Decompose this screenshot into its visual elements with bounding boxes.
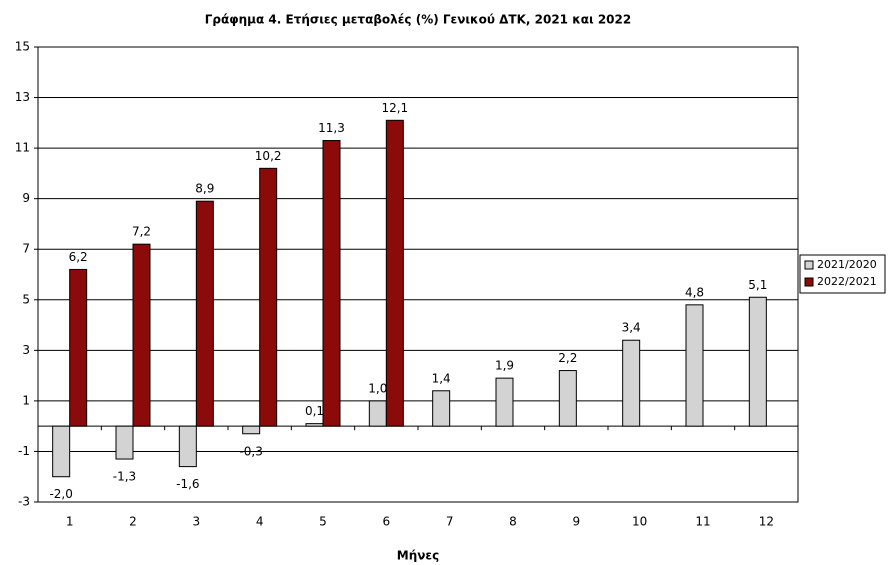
bar <box>242 425 261 435</box>
value-label: 5,1 <box>748 278 767 292</box>
value-label: 1,0 <box>368 381 387 395</box>
y-tick-label: 7 <box>22 242 30 256</box>
value-label: -0,3 <box>239 444 262 458</box>
value-label: -2,0 <box>49 487 72 501</box>
bar <box>259 167 278 427</box>
chart-title: Γράφημα 4. Ετήσιες μεταβολές (%) Γενικού… <box>205 13 631 27</box>
x-tick-label: 10 <box>632 515 647 529</box>
bar <box>432 390 451 427</box>
x-tick-label: 1 <box>66 515 74 529</box>
bar <box>685 304 704 427</box>
y-tick-label: 9 <box>22 191 30 205</box>
bar <box>305 423 324 427</box>
y-tick-label: 5 <box>22 292 30 306</box>
x-tick-label: 9 <box>573 515 581 529</box>
y-tick-label: -1 <box>18 444 30 458</box>
bar <box>748 296 767 427</box>
bar <box>385 119 404 427</box>
legend-swatch <box>804 277 814 287</box>
bar <box>322 140 341 427</box>
y-tick-label: 11 <box>15 141 30 155</box>
value-label: 11,3 <box>318 121 345 135</box>
bar <box>495 377 514 427</box>
value-label: 8,9 <box>195 182 214 196</box>
value-label: 12,1 <box>381 101 408 115</box>
legend-label: 2021/2020 <box>817 258 877 271</box>
value-label: 1,9 <box>495 359 514 373</box>
x-tick-label: 12 <box>759 515 774 529</box>
bar <box>178 425 197 468</box>
value-label: 0,1 <box>305 404 324 418</box>
plot-area <box>37 46 799 503</box>
bar <box>69 268 88 427</box>
bar <box>52 425 71 478</box>
bar <box>368 400 387 427</box>
x-tick-label: 4 <box>256 515 264 529</box>
value-label: 3,4 <box>622 321 641 335</box>
value-label: 1,4 <box>432 371 451 385</box>
value-label: 4,8 <box>685 285 704 299</box>
x-tick-label: 11 <box>695 515 710 529</box>
bar <box>558 370 577 427</box>
legend-label: 2022/2021 <box>817 275 877 288</box>
x-tick-label: 6 <box>383 515 391 529</box>
value-label: 6,2 <box>69 250 88 264</box>
value-label: 7,2 <box>132 225 151 239</box>
value-label: -1,6 <box>176 477 199 491</box>
x-tick-label: 5 <box>319 515 327 529</box>
bar <box>195 200 214 427</box>
legend-swatch <box>804 260 814 270</box>
bar <box>622 339 641 427</box>
x-tick-label: 7 <box>446 515 454 529</box>
value-label: 2,2 <box>558 351 577 365</box>
y-tick-label: 13 <box>15 90 30 104</box>
x-tick-label: 3 <box>193 515 201 529</box>
x-axis-label: Μήνες <box>397 549 439 563</box>
bar <box>115 425 134 460</box>
value-label: -1,3 <box>113 470 136 484</box>
bar <box>132 243 151 427</box>
y-tick-label: 3 <box>22 343 30 357</box>
y-tick-label: 1 <box>22 393 30 407</box>
x-tick-label: 8 <box>509 515 517 529</box>
y-tick-label: 15 <box>15 40 30 54</box>
x-tick-label: 2 <box>129 515 137 529</box>
value-label: 10,2 <box>255 149 282 163</box>
y-tick-label: -3 <box>18 495 30 509</box>
legend-box <box>799 254 886 294</box>
